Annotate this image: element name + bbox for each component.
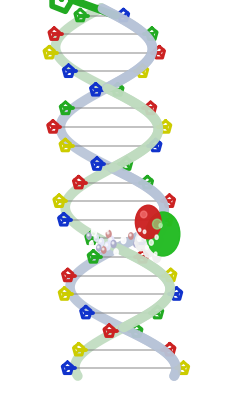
Ellipse shape	[137, 226, 145, 238]
Ellipse shape	[104, 224, 109, 232]
Ellipse shape	[155, 235, 158, 239]
Ellipse shape	[97, 246, 99, 248]
Ellipse shape	[142, 228, 150, 240]
Ellipse shape	[97, 245, 101, 251]
Ellipse shape	[87, 234, 89, 236]
Ellipse shape	[102, 247, 106, 253]
Ellipse shape	[87, 233, 91, 239]
Ellipse shape	[149, 240, 153, 245]
Ellipse shape	[154, 252, 157, 256]
Ellipse shape	[122, 238, 124, 240]
Ellipse shape	[139, 228, 141, 232]
Ellipse shape	[109, 238, 111, 240]
Ellipse shape	[106, 230, 111, 238]
Ellipse shape	[144, 243, 153, 257]
Ellipse shape	[115, 250, 116, 252]
Ellipse shape	[91, 228, 97, 236]
Ellipse shape	[129, 234, 131, 236]
Ellipse shape	[143, 230, 146, 234]
Ellipse shape	[134, 241, 138, 247]
Ellipse shape	[129, 233, 133, 239]
Ellipse shape	[114, 249, 118, 255]
Ellipse shape	[135, 233, 146, 251]
Ellipse shape	[107, 232, 109, 234]
Ellipse shape	[112, 242, 114, 244]
Ellipse shape	[95, 236, 97, 238]
Ellipse shape	[99, 238, 104, 246]
Ellipse shape	[100, 240, 102, 242]
Ellipse shape	[121, 236, 126, 244]
Ellipse shape	[134, 242, 136, 244]
Ellipse shape	[111, 240, 116, 248]
Ellipse shape	[153, 250, 161, 262]
Ellipse shape	[153, 232, 163, 248]
Ellipse shape	[146, 212, 180, 256]
Ellipse shape	[90, 242, 92, 244]
Ellipse shape	[108, 236, 114, 244]
Ellipse shape	[141, 211, 147, 218]
Ellipse shape	[159, 224, 162, 228]
Ellipse shape	[94, 235, 99, 241]
Ellipse shape	[145, 246, 148, 250]
Ellipse shape	[92, 230, 94, 232]
Ellipse shape	[152, 219, 162, 229]
Ellipse shape	[137, 236, 141, 241]
Ellipse shape	[135, 205, 161, 239]
Ellipse shape	[157, 221, 166, 235]
Ellipse shape	[102, 248, 104, 250]
Ellipse shape	[89, 241, 93, 247]
Ellipse shape	[105, 226, 106, 228]
Ellipse shape	[106, 244, 108, 246]
Ellipse shape	[147, 236, 160, 256]
Ellipse shape	[105, 242, 110, 250]
